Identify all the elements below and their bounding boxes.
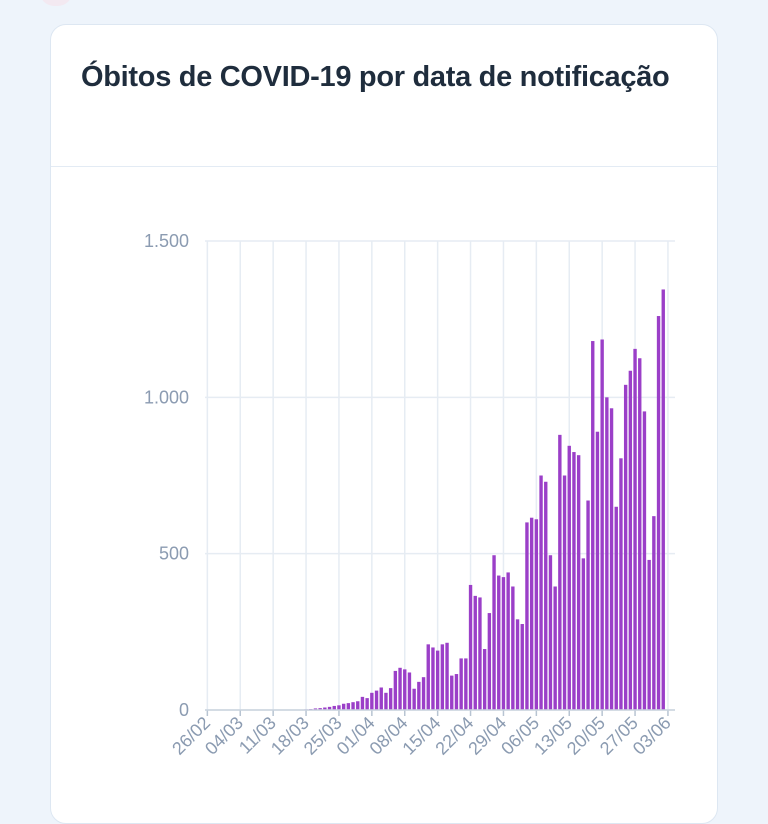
bar-28-04[interactable] (497, 576, 500, 710)
bar-20-04[interactable] (459, 658, 462, 710)
bar-16-05[interactable] (582, 558, 585, 710)
bar-03-04[interactable] (380, 687, 383, 710)
bar-16-04[interactable] (441, 644, 444, 710)
bar-21-04[interactable] (464, 658, 467, 710)
bar-17-05[interactable] (586, 501, 589, 710)
bar-17-04[interactable] (445, 643, 448, 710)
bar-27-03[interactable] (347, 703, 350, 710)
bar-31-03[interactable] (365, 698, 368, 710)
bar-20-05[interactable] (600, 339, 603, 710)
bar-07-04[interactable] (398, 668, 401, 710)
bar-30-03[interactable] (361, 697, 364, 710)
bar-03-05[interactable] (521, 624, 524, 710)
bar-19-04[interactable] (455, 674, 458, 710)
bar-10-05[interactable] (553, 586, 556, 710)
bar-14-05[interactable] (572, 452, 575, 710)
bar-18-04[interactable] (450, 676, 453, 710)
bar-29-04[interactable] (502, 577, 505, 710)
chart-card: Óbitos de COVID-19 por data de notificaç… (50, 24, 718, 824)
x-tick-label: 03/06 (629, 713, 675, 759)
bar-28-03[interactable] (351, 702, 354, 710)
bar-02-06[interactable] (662, 289, 665, 710)
bar-25-05[interactable] (624, 385, 627, 710)
bar-28-05[interactable] (638, 358, 641, 710)
bar-18-05[interactable] (591, 341, 594, 710)
bar-09-05[interactable] (549, 555, 552, 710)
bar-07-05[interactable] (539, 476, 542, 711)
bar-02-04[interactable] (375, 691, 378, 710)
bar-01-06[interactable] (657, 316, 660, 710)
bar-01-05[interactable] (511, 586, 514, 710)
bar-06-05[interactable] (535, 519, 538, 710)
bar-06-04[interactable] (394, 671, 397, 710)
bar-04-05[interactable] (525, 522, 528, 710)
bar-12-04[interactable] (422, 677, 425, 710)
bar-25-04[interactable] (483, 649, 486, 710)
bar-15-05[interactable] (577, 455, 580, 710)
bar-08-04[interactable] (403, 669, 406, 710)
bar-31-05[interactable] (652, 516, 655, 710)
bar-30-05[interactable] (647, 560, 650, 710)
y-tick-label: 0 (179, 700, 189, 720)
bar-23-04[interactable] (474, 596, 477, 710)
bar-29-05[interactable] (643, 411, 646, 710)
bar-08-05[interactable] (544, 482, 547, 710)
bar-11-05[interactable] (558, 435, 561, 710)
bar-30-04[interactable] (506, 572, 509, 710)
top-decoration (40, 0, 72, 6)
bar-27-05[interactable] (633, 349, 636, 710)
bar-13-04[interactable] (427, 644, 430, 710)
bar-13-05[interactable] (568, 446, 571, 710)
deaths-bar-chart: 05001.0001.50026/0204/0311/0318/0325/030… (51, 25, 718, 805)
bar-26-04[interactable] (488, 613, 491, 710)
y-tick-label: 500 (159, 544, 189, 564)
bar-24-05[interactable] (619, 458, 622, 710)
x-tick-label: 04/03 (201, 713, 247, 759)
bar-14-04[interactable] (431, 647, 434, 710)
bar-02-05[interactable] (516, 619, 519, 710)
bar-01-04[interactable] (370, 693, 373, 710)
bar-15-04[interactable] (436, 651, 439, 710)
bar-26-03[interactable] (342, 704, 345, 710)
bar-23-05[interactable] (615, 507, 618, 710)
bar-24-04[interactable] (478, 597, 481, 710)
bar-22-04[interactable] (469, 585, 472, 710)
bar-10-04[interactable] (412, 689, 415, 710)
bar-29-03[interactable] (356, 701, 359, 710)
bar-11-04[interactable] (417, 682, 420, 710)
bar-04-04[interactable] (384, 693, 387, 710)
y-tick-label: 1.500 (144, 231, 189, 251)
bar-05-04[interactable] (389, 688, 392, 710)
bar-05-05[interactable] (530, 518, 533, 710)
bar-19-05[interactable] (596, 432, 599, 710)
bar-12-05[interactable] (563, 476, 566, 711)
y-tick-label: 1.000 (144, 387, 189, 407)
bar-26-05[interactable] (629, 371, 632, 710)
bar-27-04[interactable] (492, 555, 495, 710)
bar-21-05[interactable] (605, 397, 608, 710)
bar-09-04[interactable] (408, 672, 411, 710)
bar-22-05[interactable] (610, 408, 613, 710)
